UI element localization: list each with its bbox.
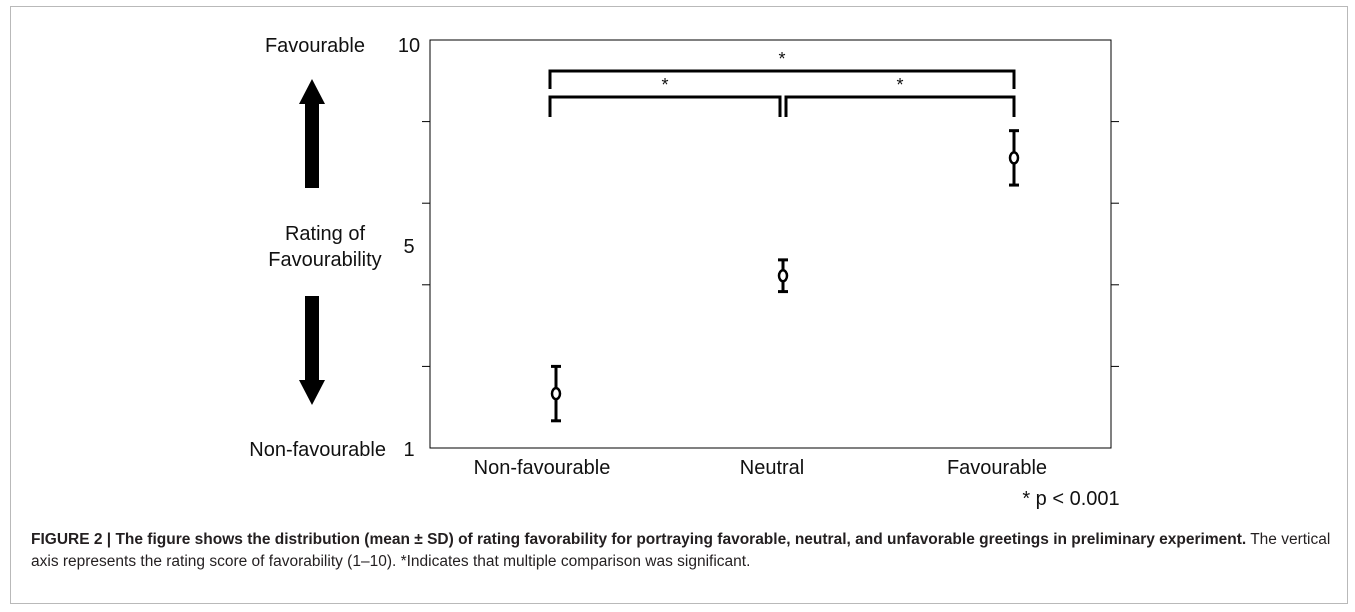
caption-body: The vertical axis represents the rating … <box>31 531 1331 570</box>
scale-label-top: Favourable <box>265 35 365 57</box>
data-points <box>550 129 1020 423</box>
significance-note: * p < 0.001 <box>1022 488 1119 510</box>
y-tick-label-10: 10 <box>398 35 420 57</box>
significance-bracket <box>784 95 1016 117</box>
x-tick-label-non-favourable: Non-favourable <box>474 457 611 479</box>
axis-ticks <box>422 121 1119 367</box>
data-point-non-favourable <box>550 386 562 401</box>
caption-title: The figure shows the distribution (mean … <box>115 531 1247 548</box>
significance-star: * <box>661 75 668 95</box>
significance-star: * <box>896 75 903 95</box>
y-tick-label-5: 5 <box>403 236 414 258</box>
scale-label-middle-2: Favourability <box>268 249 381 271</box>
x-tick-label-favourable: Favourable <box>947 457 1047 479</box>
x-tick-label-neutral: Neutral <box>740 457 804 479</box>
figure-frame: Favourable Rating of Favourability Non-f… <box>10 6 1348 604</box>
data-point-neutral <box>777 268 789 283</box>
data-point-favourable <box>1008 151 1020 165</box>
figure-caption: FIGURE 2 | The figure shows the distribu… <box>31 529 1331 573</box>
chart: Favourable Rating of Favourability Non-f… <box>249 35 1119 510</box>
down-arrow-icon <box>299 296 325 405</box>
caption-label: FIGURE 2 | <box>31 531 116 548</box>
scale-label-middle-1: Rating of <box>285 223 365 245</box>
significance-star: * <box>778 49 785 69</box>
y-tick-label-1: 1 <box>403 439 414 461</box>
significance-bracket <box>548 95 782 117</box>
plot-area-border <box>429 39 1112 449</box>
significance-brackets: * * * <box>548 49 1016 117</box>
up-arrow-icon <box>299 79 325 188</box>
significance-bracket <box>548 69 1016 89</box>
scale-label-bottom: Non-favourable <box>249 439 386 461</box>
